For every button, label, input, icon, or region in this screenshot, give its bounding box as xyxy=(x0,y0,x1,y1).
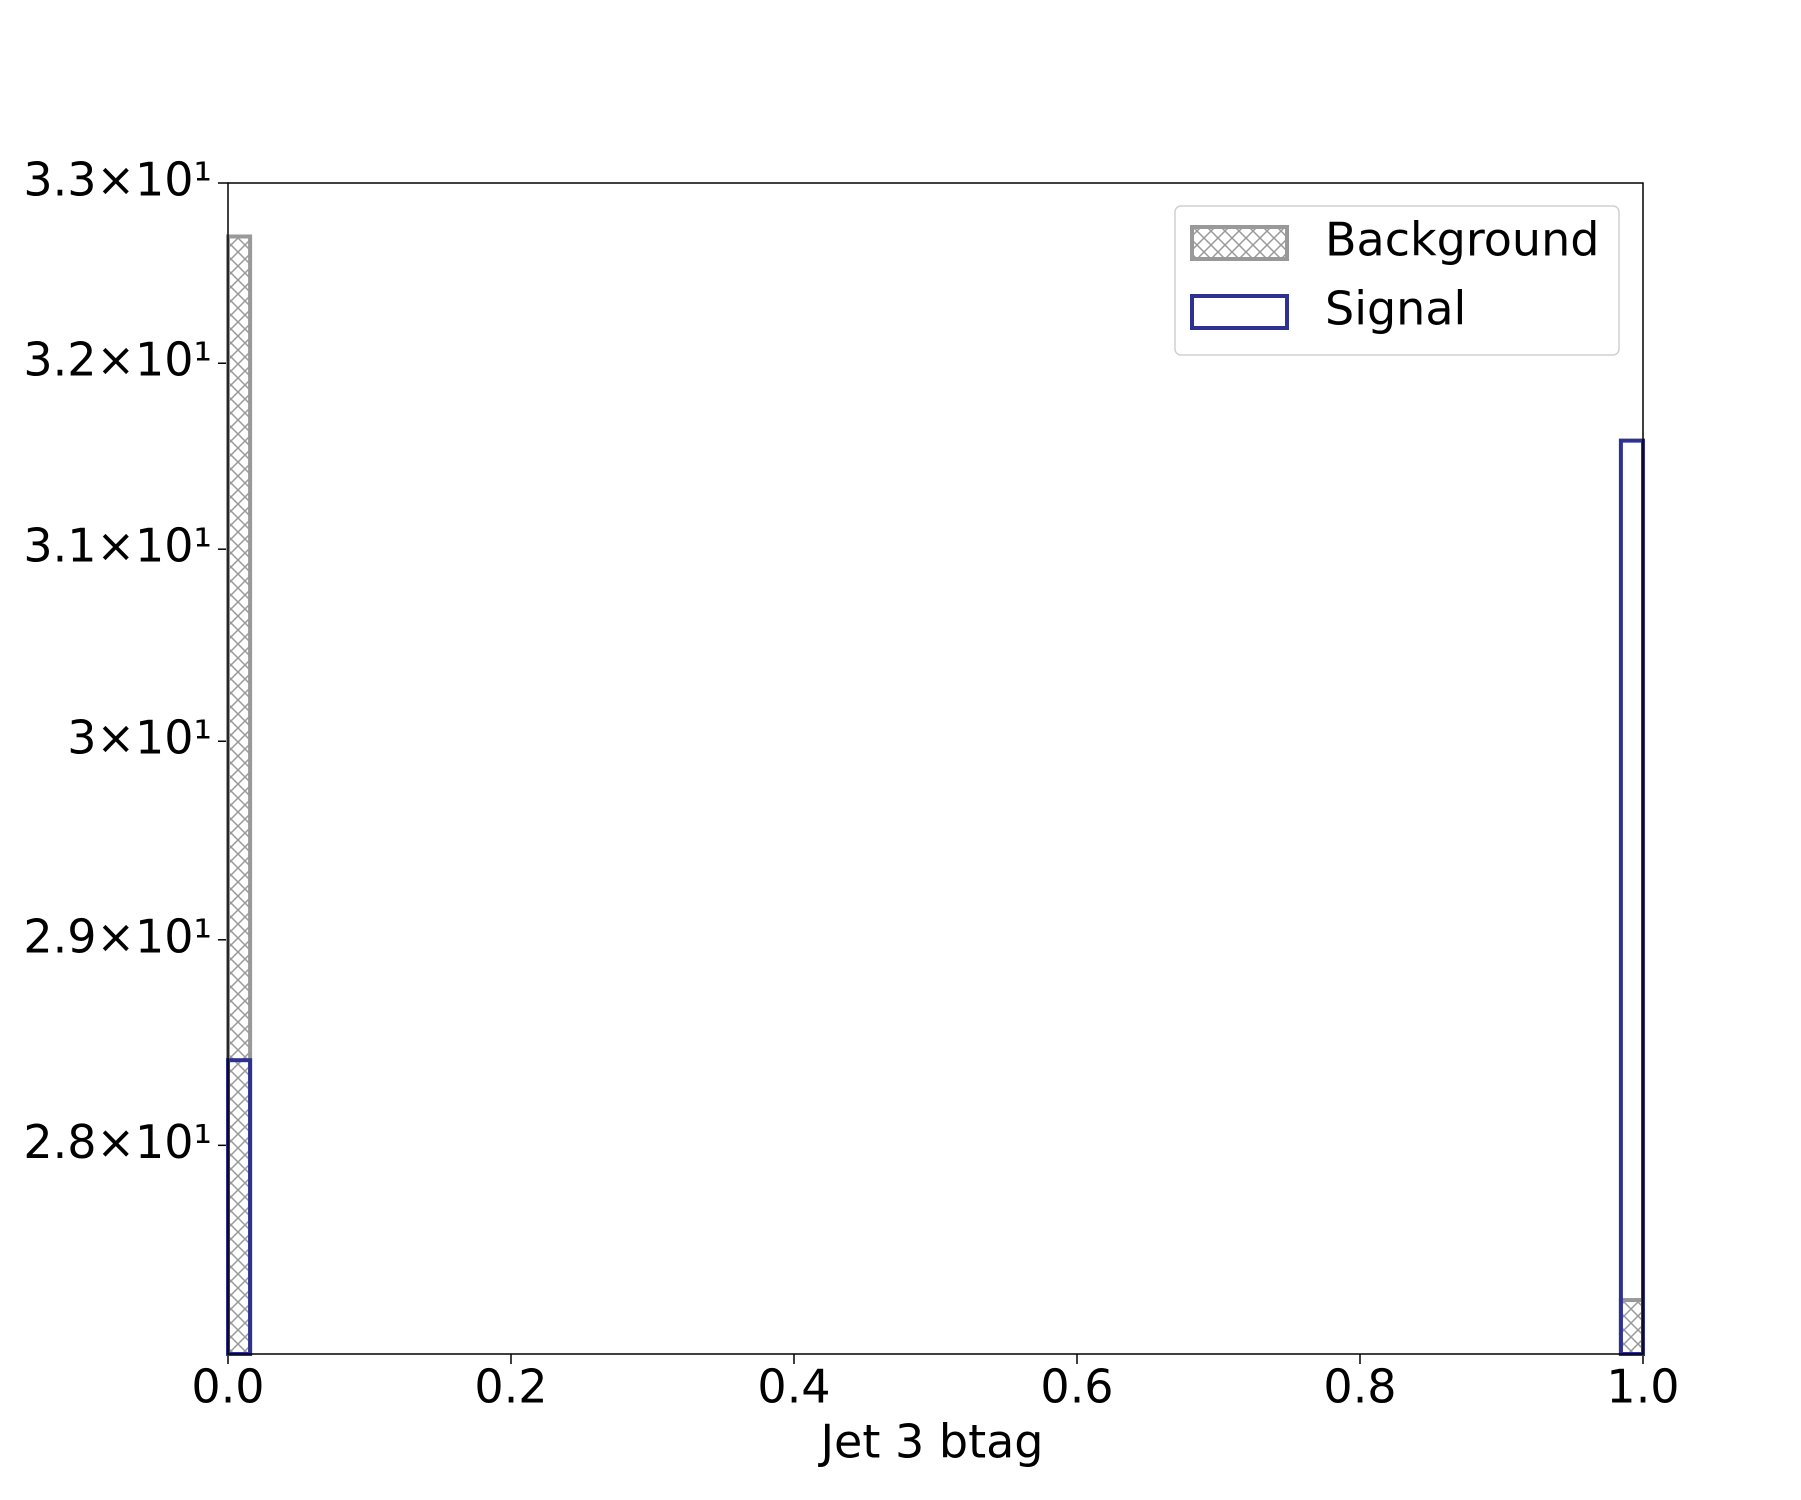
x-tick-label: 0.4 xyxy=(757,1360,830,1414)
y-tick-label: 3.2×10¹ xyxy=(23,333,212,387)
y-tick-label: 3×10¹ xyxy=(67,711,212,765)
legend-label: Background xyxy=(1325,213,1599,267)
x-tick-label: 1.0 xyxy=(1606,1360,1679,1414)
y-tick-label: 3.1×10¹ xyxy=(23,519,212,573)
x-tick-label: 0.6 xyxy=(1040,1360,1113,1414)
x-tick-label: 0.2 xyxy=(474,1360,547,1414)
histogram-bar xyxy=(1618,1298,1645,1356)
histogram-bar xyxy=(226,234,253,1356)
y-tick-label: 3.3×10¹ xyxy=(23,153,212,207)
y-tick-label: 2.8×10¹ xyxy=(23,1115,212,1169)
legend-label: Signal xyxy=(1325,282,1466,336)
x-tick-label: 0.0 xyxy=(191,1360,264,1414)
legend-swatch xyxy=(1190,294,1289,330)
plot-frame xyxy=(227,182,1644,1355)
x-axis-label: Jet 3 btag xyxy=(817,1415,1043,1469)
legend-swatch xyxy=(1190,225,1289,261)
x-tick-label: 0.8 xyxy=(1323,1360,1396,1414)
histogram-bar xyxy=(1618,438,1645,1356)
y-tick-label: 2.9×10¹ xyxy=(23,909,212,963)
